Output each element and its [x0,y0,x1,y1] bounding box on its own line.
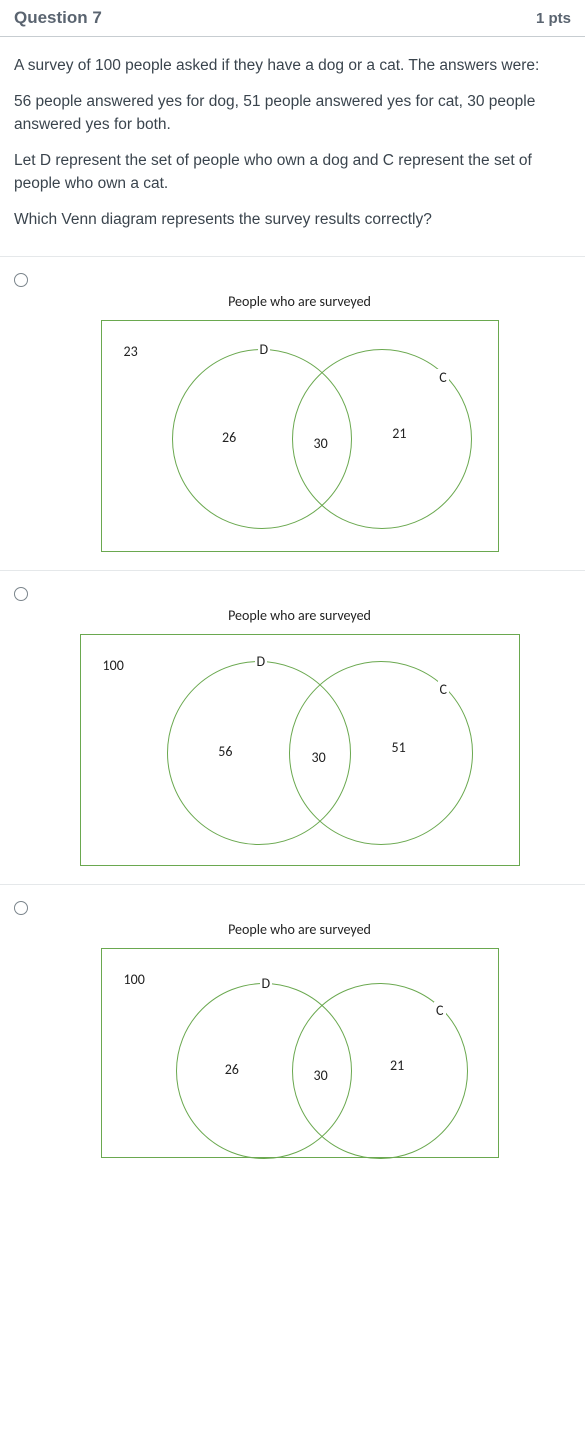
left-value: 56 [218,743,232,760]
outside-value: 100 [124,971,145,988]
venn-title: People who are surveyed [80,607,520,624]
question-p3: Let D represent the set of people who ow… [14,150,571,195]
venn-diagram-3: People who are surveyed 100 D C 26 30 21 [28,895,571,1158]
outside-value: 100 [103,657,124,674]
outside-value: 23 [124,343,138,360]
venn-title: People who are surveyed [101,293,499,310]
question-number: Question 7 [14,8,102,28]
label-D: D [260,975,273,992]
venn-title: People who are surveyed [101,921,499,938]
venn-diagram-1: People who are surveyed 23 D C 26 30 21 [28,267,571,552]
right-value: 21 [392,425,406,442]
venn-box: 100 D C 26 30 21 [101,948,499,1158]
label-C: C [437,369,448,386]
left-value: 26 [222,429,236,446]
question-body: A survey of 100 people asked if they hav… [0,37,585,256]
answer-option-3[interactable]: People who are surveyed 100 D C 26 30 21 [0,884,585,1176]
answer-option-1[interactable]: People who are surveyed 23 D C 26 30 21 [0,256,585,570]
answer-options: People who are surveyed 23 D C 26 30 21 … [0,256,585,1176]
radio-icon[interactable] [14,901,28,915]
answer-option-2[interactable]: People who are surveyed 100 D C 56 30 51 [0,570,585,884]
question-p4: Which Venn diagram represents the survey… [14,209,571,231]
question-p1: A survey of 100 people asked if they hav… [14,55,571,77]
label-C: C [434,1002,445,1019]
question-points: 1 pts [536,10,571,27]
venn-box: 23 D C 26 30 21 [101,320,499,552]
mid-value: 30 [314,1067,328,1084]
right-value: 51 [392,739,406,756]
right-value: 21 [390,1057,404,1074]
label-C: C [438,681,449,698]
question-header: Question 7 1 pts [0,0,585,37]
label-D: D [258,341,271,358]
venn-diagram-2: People who are surveyed 100 D C 56 30 51 [28,581,571,866]
question-p2: 56 people answered yes for dog, 51 peopl… [14,91,571,136]
radio-icon[interactable] [14,273,28,287]
mid-value: 30 [312,749,326,766]
mid-value: 30 [314,435,328,452]
left-value: 26 [225,1061,239,1078]
label-D: D [255,653,268,670]
radio-icon[interactable] [14,587,28,601]
venn-box: 100 D C 56 30 51 [80,634,520,866]
